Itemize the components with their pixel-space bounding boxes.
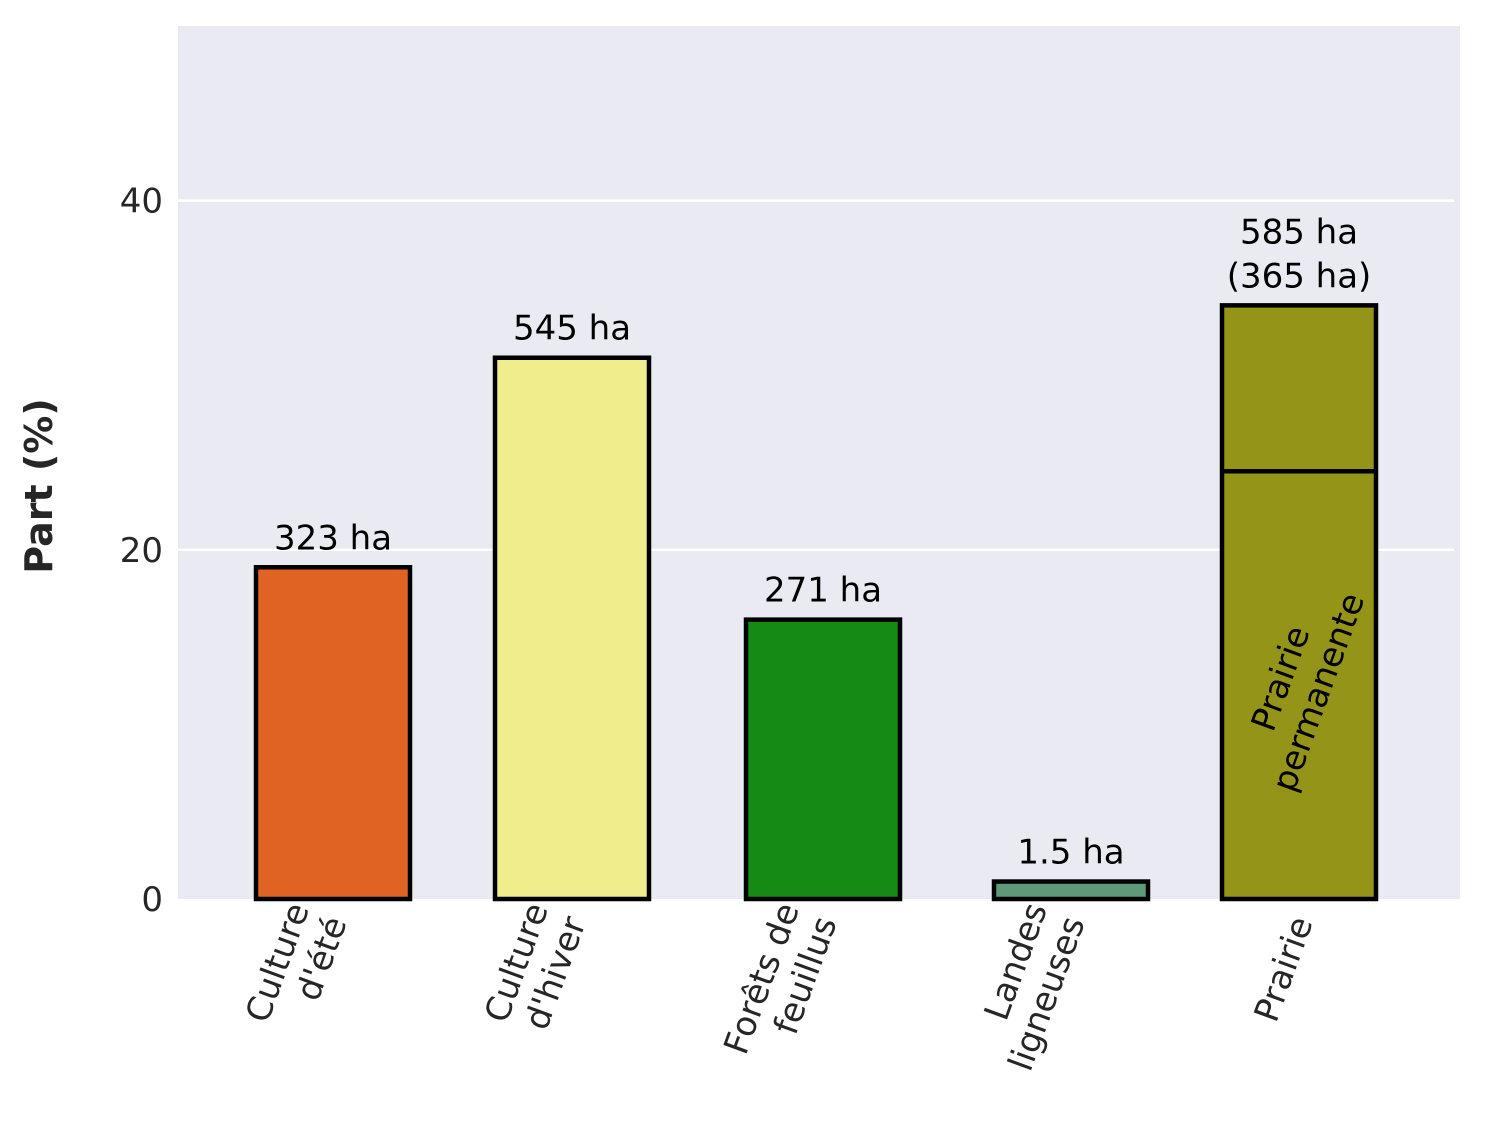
y-axis-ticks: 0 20 40 xyxy=(120,182,163,920)
y-tick-label: 20 xyxy=(120,531,163,571)
bar-value-label: 1.5 ha xyxy=(1017,833,1124,873)
bar xyxy=(1219,303,1379,902)
x-tick-label: Landesligneuses xyxy=(963,898,1093,1077)
bar xyxy=(991,879,1151,902)
bar-value-label: 323 ha xyxy=(274,518,392,558)
y-axis-title: Part (%) xyxy=(17,398,61,573)
x-tick-label: Cultured'été xyxy=(238,898,356,1042)
x-tick-label: Forêts defeuillus xyxy=(716,898,845,1074)
bar-value-label: 545 ha xyxy=(513,309,631,349)
bar xyxy=(253,565,413,902)
bar-value-label: 271 ha xyxy=(764,571,882,611)
x-tick-label: Prairie xyxy=(1247,911,1322,1027)
bar xyxy=(743,617,903,902)
x-tick-label-line: Prairie xyxy=(1247,911,1322,1027)
y-tick-label: 40 xyxy=(120,182,163,222)
bar-value-label: (365 ha) xyxy=(1227,256,1372,296)
bar xyxy=(492,355,652,902)
x-tick-label: Cultured'hiver xyxy=(477,898,595,1042)
bar-value-label: 585 ha xyxy=(1240,212,1358,252)
y-tick-label: 0 xyxy=(141,880,163,920)
x-axis-ticks: Cultured'été Cultured'hiver Forêts defeuil… xyxy=(238,898,1322,1077)
